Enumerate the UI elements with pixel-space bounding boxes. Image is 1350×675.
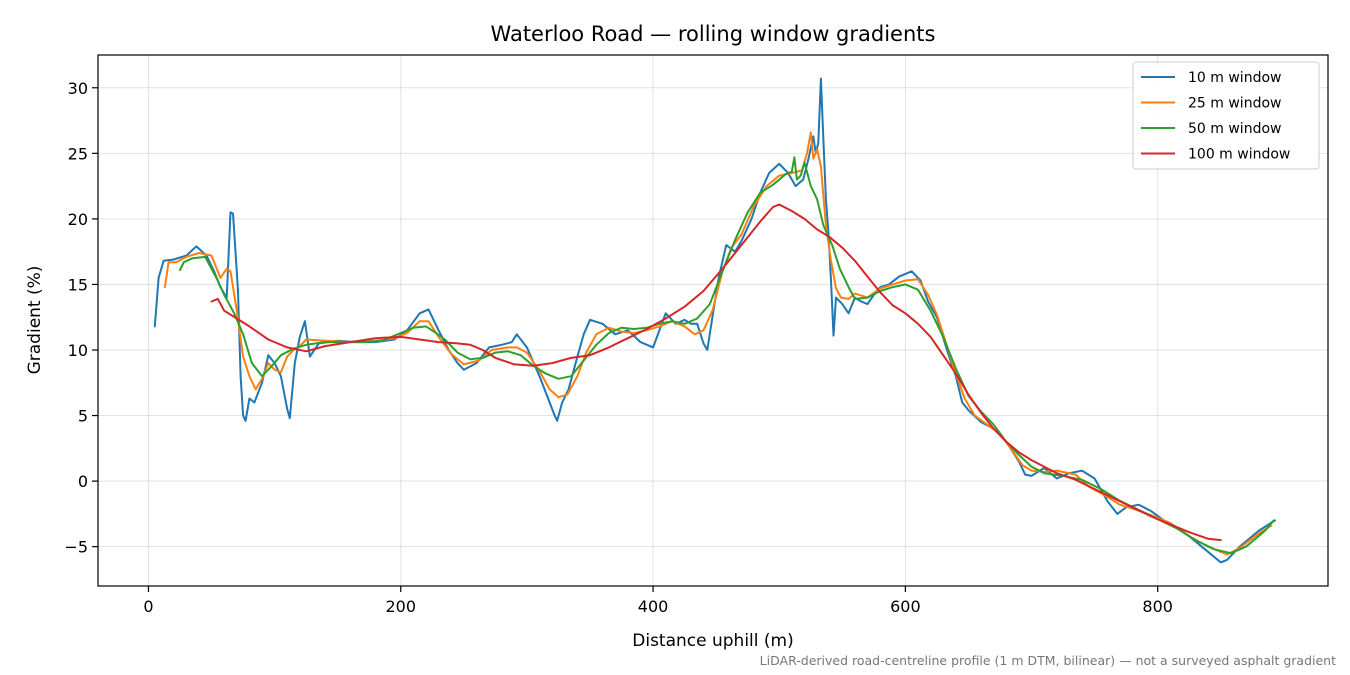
x-axis-ticks: 0 200 400 600 800	[143, 586, 1173, 616]
legend-label-3: 50 m window	[1188, 121, 1281, 137]
y-tick-label: 20	[68, 210, 88, 229]
axes-frame	[97, 54, 1329, 587]
y-axis-ticks: −5 0 5 10 15 20 25 30	[64, 79, 98, 557]
series-line-4	[210, 203, 1222, 542]
legend-box	[1132, 61, 1320, 170]
footnote: LiDAR-derived road-centreline profile (1…	[760, 653, 1336, 668]
y-tick-label: 25	[68, 144, 88, 163]
y-tick-label: 0	[78, 472, 88, 491]
x-tick-label: 600	[890, 597, 921, 616]
x-tick-label: 400	[638, 597, 669, 616]
y-tick-label: 30	[68, 79, 88, 98]
y-axis-label: Gradient (%)	[25, 266, 45, 375]
series-line-3	[179, 156, 1275, 555]
plot-area	[153, 77, 1276, 564]
legend-label-1: 10 m window	[1188, 70, 1281, 86]
x-tick-label: 0	[143, 597, 153, 616]
x-tick-label: 200	[385, 597, 416, 616]
series-line-2	[163, 131, 1273, 556]
legend-label-2: 25 m window	[1188, 96, 1281, 112]
y-tick-label: 15	[68, 275, 88, 294]
x-axis-label: Distance uphill (m)	[632, 631, 793, 651]
chart-title: Waterloo Road — rolling window gradients	[491, 22, 936, 46]
y-tick-label: 5	[78, 407, 88, 426]
y-tick-label: 10	[68, 341, 88, 360]
y-tick-label: −5	[64, 538, 88, 557]
x-tick-label: 800	[1142, 597, 1173, 616]
legend: 10 m window 25 m window 50 m window 100 m w…	[1132, 61, 1320, 170]
legend-items: 10 m window 25 m window 50 m window 100 m w…	[1141, 70, 1290, 163]
legend-label-4: 100 m window	[1188, 147, 1290, 163]
